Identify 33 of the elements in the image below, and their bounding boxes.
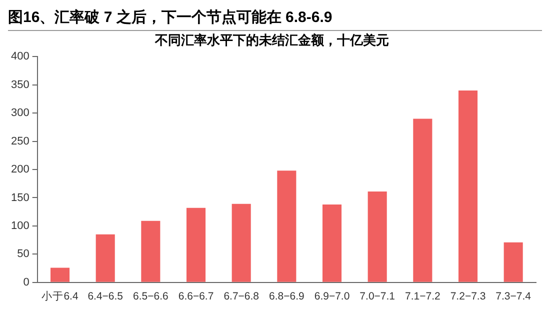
y-tick-label: 350 <box>10 78 30 91</box>
y-tick-label: 400 <box>10 50 30 63</box>
x-tick-label: 6.5−6.6 <box>133 290 169 303</box>
x-tick-label: 7.2−7.3 <box>450 290 486 303</box>
bar <box>186 208 206 282</box>
bar <box>277 170 296 282</box>
x-tick-label: 7.3−7.4 <box>496 290 532 303</box>
x-tick-label: 6.9−7.0 <box>314 290 350 303</box>
bar <box>413 118 432 282</box>
y-tick-label: 50 <box>17 248 30 260</box>
bar <box>141 220 160 282</box>
x-tick-label: 小于6.4 <box>42 290 78 303</box>
y-tick-label: 100 <box>10 220 30 232</box>
chart-subtitle: 不同汇率水平下的未结汇金额，十亿美元 <box>154 32 389 48</box>
bar <box>50 268 70 282</box>
y-tick-label: 150 <box>10 192 30 204</box>
y-tick-label: 200 <box>10 164 30 176</box>
y-tick-label: 250 <box>10 135 30 148</box>
y-tick-label: 300 <box>10 107 30 120</box>
x-tick-label: 7.1−7.2 <box>405 290 440 303</box>
x-tick-label: 7.0−7.1 <box>360 290 396 303</box>
x-tick-label: 6.4−6.5 <box>88 290 124 303</box>
bar <box>458 90 478 282</box>
x-tick-label: 6.8−6.9 <box>269 290 304 303</box>
y-tick-label: 0 <box>23 276 30 288</box>
bar <box>232 204 251 282</box>
x-tick-label: 6.7−6.8 <box>224 290 260 303</box>
x-tick-label: 6.6−6.7 <box>178 290 214 303</box>
bar <box>504 242 523 282</box>
bar <box>322 204 342 282</box>
bar <box>368 192 387 282</box>
chart-title: 图16、汇率破 7 之后，下一个节点可能在 6.8-6.9 <box>8 8 542 31</box>
bar <box>96 234 115 282</box>
